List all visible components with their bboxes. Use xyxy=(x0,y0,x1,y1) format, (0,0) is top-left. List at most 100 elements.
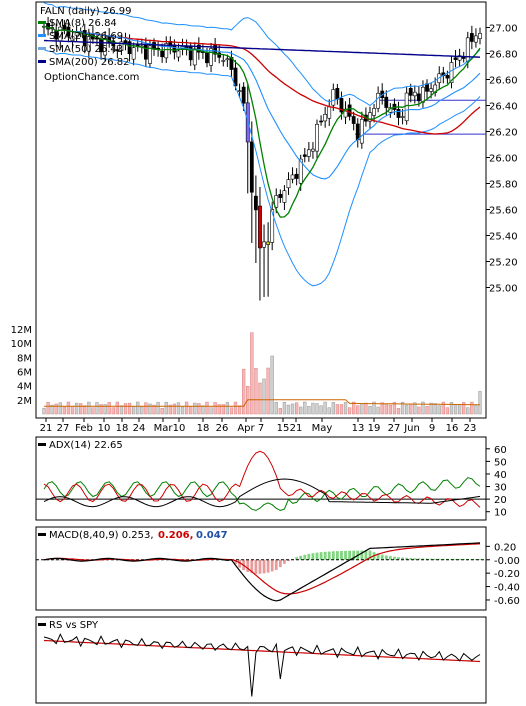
macd-tick-label: 0.20 xyxy=(494,542,516,553)
volume-bar xyxy=(466,407,470,415)
volume-bar xyxy=(311,402,315,415)
macd-histogram-bar xyxy=(335,551,339,560)
macd-label-swatch xyxy=(38,533,46,536)
macd-histogram-bar xyxy=(458,558,462,560)
candle-body xyxy=(70,36,75,41)
volume-bar xyxy=(111,407,115,415)
volume-bar xyxy=(262,378,266,415)
candle-body xyxy=(302,154,307,157)
volume-bar xyxy=(360,403,364,415)
volume-bar xyxy=(254,368,258,415)
price-tick-label: 26.60 xyxy=(489,76,518,87)
adx-tick-label: 30 xyxy=(494,483,507,494)
volume-bar xyxy=(290,403,295,415)
candle-body xyxy=(306,149,311,157)
adx-label-swatch xyxy=(38,443,46,446)
volume-bar xyxy=(429,402,433,415)
volume-bar xyxy=(449,402,454,415)
adx-layer xyxy=(36,450,486,511)
rs-ma-line xyxy=(43,639,481,663)
volume-bar xyxy=(437,405,441,415)
macd-histogram-bar xyxy=(478,558,482,560)
price-tick-label: 25.00 xyxy=(489,284,518,295)
volume-bar xyxy=(152,404,156,415)
volume-bar xyxy=(95,402,99,415)
x-tick-label: 18 xyxy=(197,423,210,434)
macd-histogram-bar xyxy=(380,554,384,560)
volume-bar xyxy=(229,407,234,415)
volume-tick-label: 2M xyxy=(17,396,32,407)
candle-body xyxy=(274,195,279,208)
macd-histogram-bar xyxy=(254,559,258,574)
volume-bar xyxy=(303,401,307,415)
macd-histogram-bar xyxy=(299,555,303,560)
bollinger-upper xyxy=(43,2,481,107)
volume-bar xyxy=(189,406,193,415)
volume-bar xyxy=(103,404,107,415)
volume-bar xyxy=(209,407,213,415)
x-tick-label: 7 xyxy=(258,423,264,434)
macd-line xyxy=(43,542,481,602)
x-tick-label: 10 xyxy=(173,423,186,434)
volume-bar xyxy=(217,404,221,415)
volume-bar xyxy=(148,403,152,415)
legend-swatch-sma50 xyxy=(38,47,46,50)
macd-histogram-bar xyxy=(409,558,413,560)
macd-histogram-bar xyxy=(58,559,62,561)
legend-swatch-sma8 xyxy=(38,21,46,24)
volume-bar xyxy=(172,403,177,415)
volume-bar xyxy=(87,401,91,415)
volume-bar xyxy=(282,401,287,415)
volume-bar xyxy=(425,406,429,415)
x-tick-label: Feb xyxy=(75,423,93,434)
macd-histogram-bar xyxy=(474,558,478,560)
volume-bar xyxy=(83,405,87,415)
macd-histogram-bar xyxy=(266,559,270,573)
candle-body xyxy=(355,123,360,141)
candle-body xyxy=(331,89,336,106)
volume-bar xyxy=(384,403,388,415)
candle-body xyxy=(176,50,181,58)
candle-body xyxy=(474,35,478,43)
macd-histogram-bar xyxy=(417,558,421,560)
rs-layer xyxy=(43,633,481,697)
candle-body xyxy=(237,90,242,93)
macd-histogram-bar xyxy=(62,559,66,561)
candle-body xyxy=(359,118,364,144)
adx-line xyxy=(43,478,481,508)
macd-histogram-bar xyxy=(262,559,266,574)
volume-bar xyxy=(201,405,205,415)
volume-bar xyxy=(233,401,238,415)
price-tick-label: 25.40 xyxy=(489,232,518,243)
volume-bar xyxy=(197,403,201,415)
axis-layer: 27.00 26.80 26.60 26.40 26.20 26.00 25.80 25.60… xyxy=(11,24,520,607)
adx-minus-di-line xyxy=(43,450,481,508)
price-tick-label: 25.60 xyxy=(489,206,518,217)
macd-histogram-bar xyxy=(315,552,319,560)
candle-body xyxy=(408,88,413,96)
volume-bar xyxy=(417,406,421,415)
volume-tick-label: 4M xyxy=(17,382,32,393)
macd-histogram-bar xyxy=(360,550,364,560)
candle-body xyxy=(282,190,287,203)
rs-label: RS vs SPY xyxy=(49,620,99,631)
volume-bar xyxy=(409,403,413,415)
macd-value-red: 0.206, xyxy=(158,530,193,541)
rs-label-swatch xyxy=(38,623,46,626)
macd-histogram-bar xyxy=(323,551,327,560)
candle-body xyxy=(298,158,303,184)
volume-bar xyxy=(299,406,303,415)
macd-histogram-bar xyxy=(307,553,311,560)
candle-body xyxy=(160,50,165,58)
candle-body xyxy=(278,193,283,198)
volume-bar xyxy=(343,402,348,415)
macd-histogram-bar xyxy=(287,559,290,562)
macd-histogram-bar xyxy=(433,558,437,560)
candle-body xyxy=(103,38,108,56)
volume-bar xyxy=(176,402,181,415)
candle-body xyxy=(249,141,254,193)
macd-histogram-bar xyxy=(238,559,241,568)
volume-bar xyxy=(221,404,225,415)
volume-bar xyxy=(160,408,164,415)
